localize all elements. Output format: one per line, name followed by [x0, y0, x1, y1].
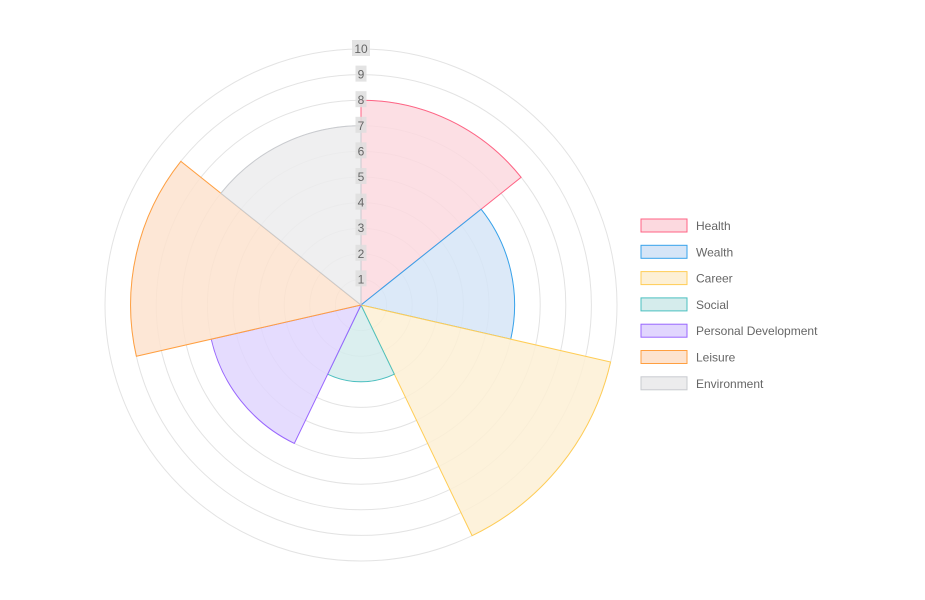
sector-career[interactable]	[360, 304, 612, 537]
tick-label-4: 4	[358, 196, 365, 210]
tick-backdrop-6	[355, 142, 367, 159]
tick-backdrop-9	[355, 65, 367, 82]
radial-ticks: 1 2 3 4 5 6 7 8 9 10	[352, 40, 370, 287]
legend-label-wealth[interactable]: Wealth	[696, 245, 733, 259]
tick-label-8: 8	[358, 93, 365, 107]
tick-label-5: 5	[358, 170, 365, 184]
legend: Health Wealth Career Social Personal Develop…	[640, 218, 818, 391]
legend-label-social[interactable]: Social	[696, 298, 729, 312]
tick-backdrop-5	[355, 168, 367, 184]
legend-label-personal-development[interactable]: Personal Development	[696, 324, 818, 338]
tick-backdrop-2	[355, 244, 367, 261]
tick-label-9: 9	[358, 68, 365, 82]
sector-personal-development[interactable]	[210, 304, 362, 445]
sector-wealth[interactable]	[359, 208, 516, 340]
legend-label-leisure[interactable]: Leisure	[696, 351, 736, 365]
tick-label-10: 10	[354, 42, 368, 56]
tick-backdrop-3	[355, 219, 367, 236]
tick-label-7: 7	[358, 119, 365, 133]
tick-label-1: 1	[358, 272, 365, 286]
sector-leisure[interactable]	[130, 160, 363, 357]
legend-swatch-social[interactable]	[640, 297, 688, 312]
sectors	[130, 99, 612, 537]
legend-swatch-health[interactable]	[640, 218, 688, 233]
tick-backdrop-10	[352, 40, 370, 56]
tick-backdrop-7	[355, 116, 367, 133]
legend-label-career[interactable]: Career	[696, 272, 733, 286]
sector-environment[interactable]	[220, 125, 362, 307]
sector-social[interactable]	[327, 303, 395, 383]
legend-label-health[interactable]: Health	[696, 219, 731, 233]
tick-label-6: 6	[358, 144, 365, 158]
legend-swatch-leisure[interactable]	[640, 350, 688, 364]
legend-swatch-personal-development[interactable]	[640, 323, 688, 338]
tick-label-2: 2	[358, 247, 365, 261]
tick-backdrop-4	[355, 193, 367, 210]
legend-swatch-wealth[interactable]	[640, 244, 688, 259]
legend-swatch-career[interactable]	[640, 271, 688, 286]
tick-backdrop-8	[355, 91, 367, 108]
legend-swatch-environment[interactable]	[640, 376, 688, 391]
tick-label-3: 3	[358, 221, 365, 235]
legend-label-environment[interactable]: Environment	[696, 377, 764, 391]
tick-backdrop-1	[355, 270, 367, 287]
sector-health[interactable]	[360, 99, 522, 307]
